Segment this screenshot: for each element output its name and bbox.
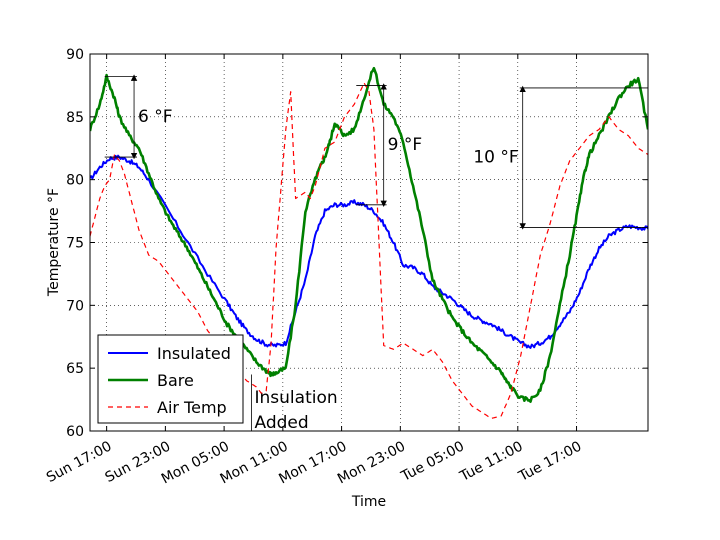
legend-label: Air Temp: [157, 398, 227, 417]
x-axis-label: Time: [351, 494, 386, 510]
y-tick-label: 75: [66, 236, 84, 252]
annotation-group: 6 °F 9 °F 10 °F Insulation Added: [104, 74, 648, 433]
legend-label: Bare: [157, 371, 194, 390]
annotation-label: 10 °F: [473, 148, 518, 168]
x-tick-label: Tue 11:00: [457, 438, 526, 485]
x-tick-label: Sun 17:00: [44, 438, 115, 486]
y-tick-label: 80: [66, 173, 84, 189]
x-tick-label: Mon 23:00: [335, 438, 408, 487]
insulation-label-line2: Added: [255, 413, 309, 433]
legend: Insulated Bare Air Temp: [97, 334, 244, 424]
y-tick-label: 90: [66, 47, 84, 63]
y-tick-label: 85: [66, 110, 84, 126]
series-group: [90, 66, 648, 419]
series-line-insulated: [90, 154, 648, 349]
annotation-label: 9 °F: [388, 135, 423, 155]
y-axis-label: Temperature °F: [46, 188, 62, 297]
series-line-bare: [90, 66, 648, 404]
y-tick-label: 65: [66, 361, 84, 377]
x-tick-label: Tue 05:00: [398, 438, 467, 485]
series-line-air-temp: [90, 82, 648, 419]
x-tick-label: Tue 17:00: [515, 438, 584, 485]
annotation-label: 6 °F: [138, 107, 173, 127]
y-tick-label: 60: [66, 424, 84, 440]
legend-label: Insulated: [157, 344, 231, 363]
insulation-label-line1: Insulation: [255, 388, 338, 408]
grid-lines: [90, 54, 648, 431]
y-tick-label: 70: [66, 298, 84, 314]
